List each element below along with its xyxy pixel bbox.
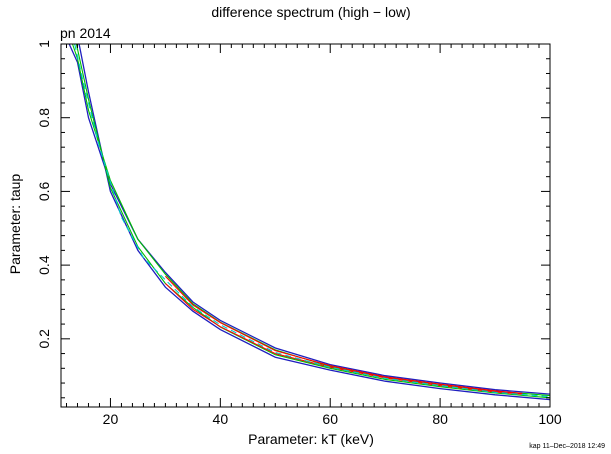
chart-subtitle: pn 2014 — [60, 25, 111, 41]
contour-curves — [68, 43, 551, 401]
x-tick-label: 20 — [103, 411, 119, 427]
contour-inner-low — [165, 283, 523, 395]
x-tick-label: 80 — [432, 411, 448, 427]
timestamp-footer: kap 11–Dec–2018 12:49 — [529, 443, 605, 450]
contour-center-dash — [74, 43, 551, 398]
y-tick-label: 1 — [36, 40, 52, 48]
contour-outer-low — [78, 43, 551, 401]
y-tick-label: 0.2 — [36, 329, 52, 349]
y-axis-label: Parameter: taup — [7, 174, 23, 275]
x-axis-label: Parameter: kT (keV) — [248, 431, 374, 447]
plot-frame — [60, 43, 551, 408]
x-tick-label: 60 — [322, 411, 338, 427]
contour-middle-low — [75, 43, 551, 399]
y-tick-label: 0.4 — [36, 255, 52, 275]
contour-outer-high — [68, 43, 551, 395]
y-tick-label: 0.6 — [36, 181, 52, 201]
x-tick-label: 100 — [538, 411, 562, 427]
contour-inner-high — [165, 275, 523, 394]
axes: 20 40 60 80 100 0.2 0.4 0.6 0.8 1 — [36, 40, 562, 427]
y-tick-label: 0.8 — [36, 108, 52, 128]
x-tick-label: 40 — [213, 411, 229, 427]
contour-middle-high — [71, 43, 551, 397]
chart-title: difference spectrum (high − low) — [211, 4, 410, 20]
